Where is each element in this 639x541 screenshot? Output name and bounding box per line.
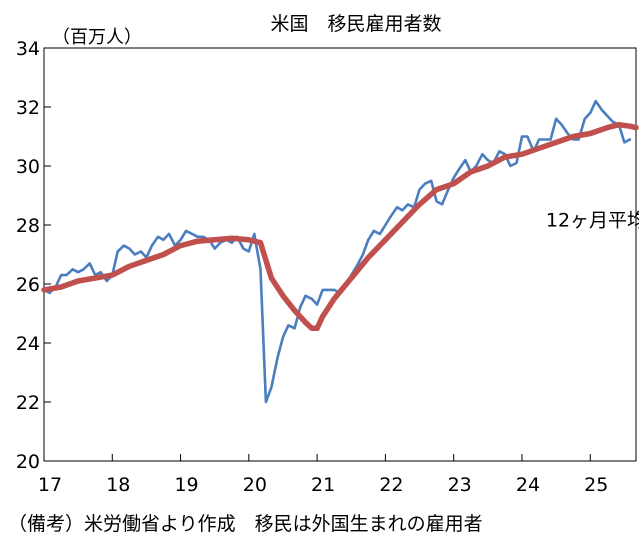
- y-tick-label: 24: [16, 333, 40, 355]
- plot-area-frame: [43, 47, 637, 462]
- series-label-moving-average: 12ヶ月平均値: [546, 209, 639, 231]
- y-tick-label: 30: [16, 156, 40, 178]
- y-tick-label: 20: [16, 451, 40, 473]
- x-tick-label: 18: [106, 474, 130, 496]
- chart-title: 米国 移民雇用者数: [270, 13, 441, 35]
- x-tick-label: 24: [516, 474, 540, 496]
- y-tick-label: 22: [16, 392, 40, 414]
- x-tick-label: 19: [174, 474, 198, 496]
- x-tick-label: 25: [584, 474, 608, 496]
- x-tick-label: 17: [38, 474, 62, 496]
- y-axis: 20 22 24 26 28 30 32 34: [16, 38, 51, 473]
- y-axis-unit-label: （百万人）: [52, 27, 142, 48]
- source-note: （備考）米労働省より作成 移民は外国生まれの雇用者: [8, 513, 483, 535]
- x-tick-label: 23: [448, 474, 472, 496]
- y-tick-label: 26: [16, 274, 40, 296]
- series-line-moving-average: [41, 121, 639, 332]
- x-tick-label: 20: [243, 474, 267, 496]
- x-tick-label: 21: [311, 474, 335, 496]
- y-tick-label: 28: [16, 215, 40, 237]
- y-tick-label: 34: [16, 38, 40, 60]
- series-layer: [41, 99, 639, 404]
- x-axis: 17 18 19 20 21 22 23 24 25: [38, 454, 608, 496]
- x-tick-label: 22: [379, 474, 403, 496]
- y-tick-label: 32: [16, 97, 40, 119]
